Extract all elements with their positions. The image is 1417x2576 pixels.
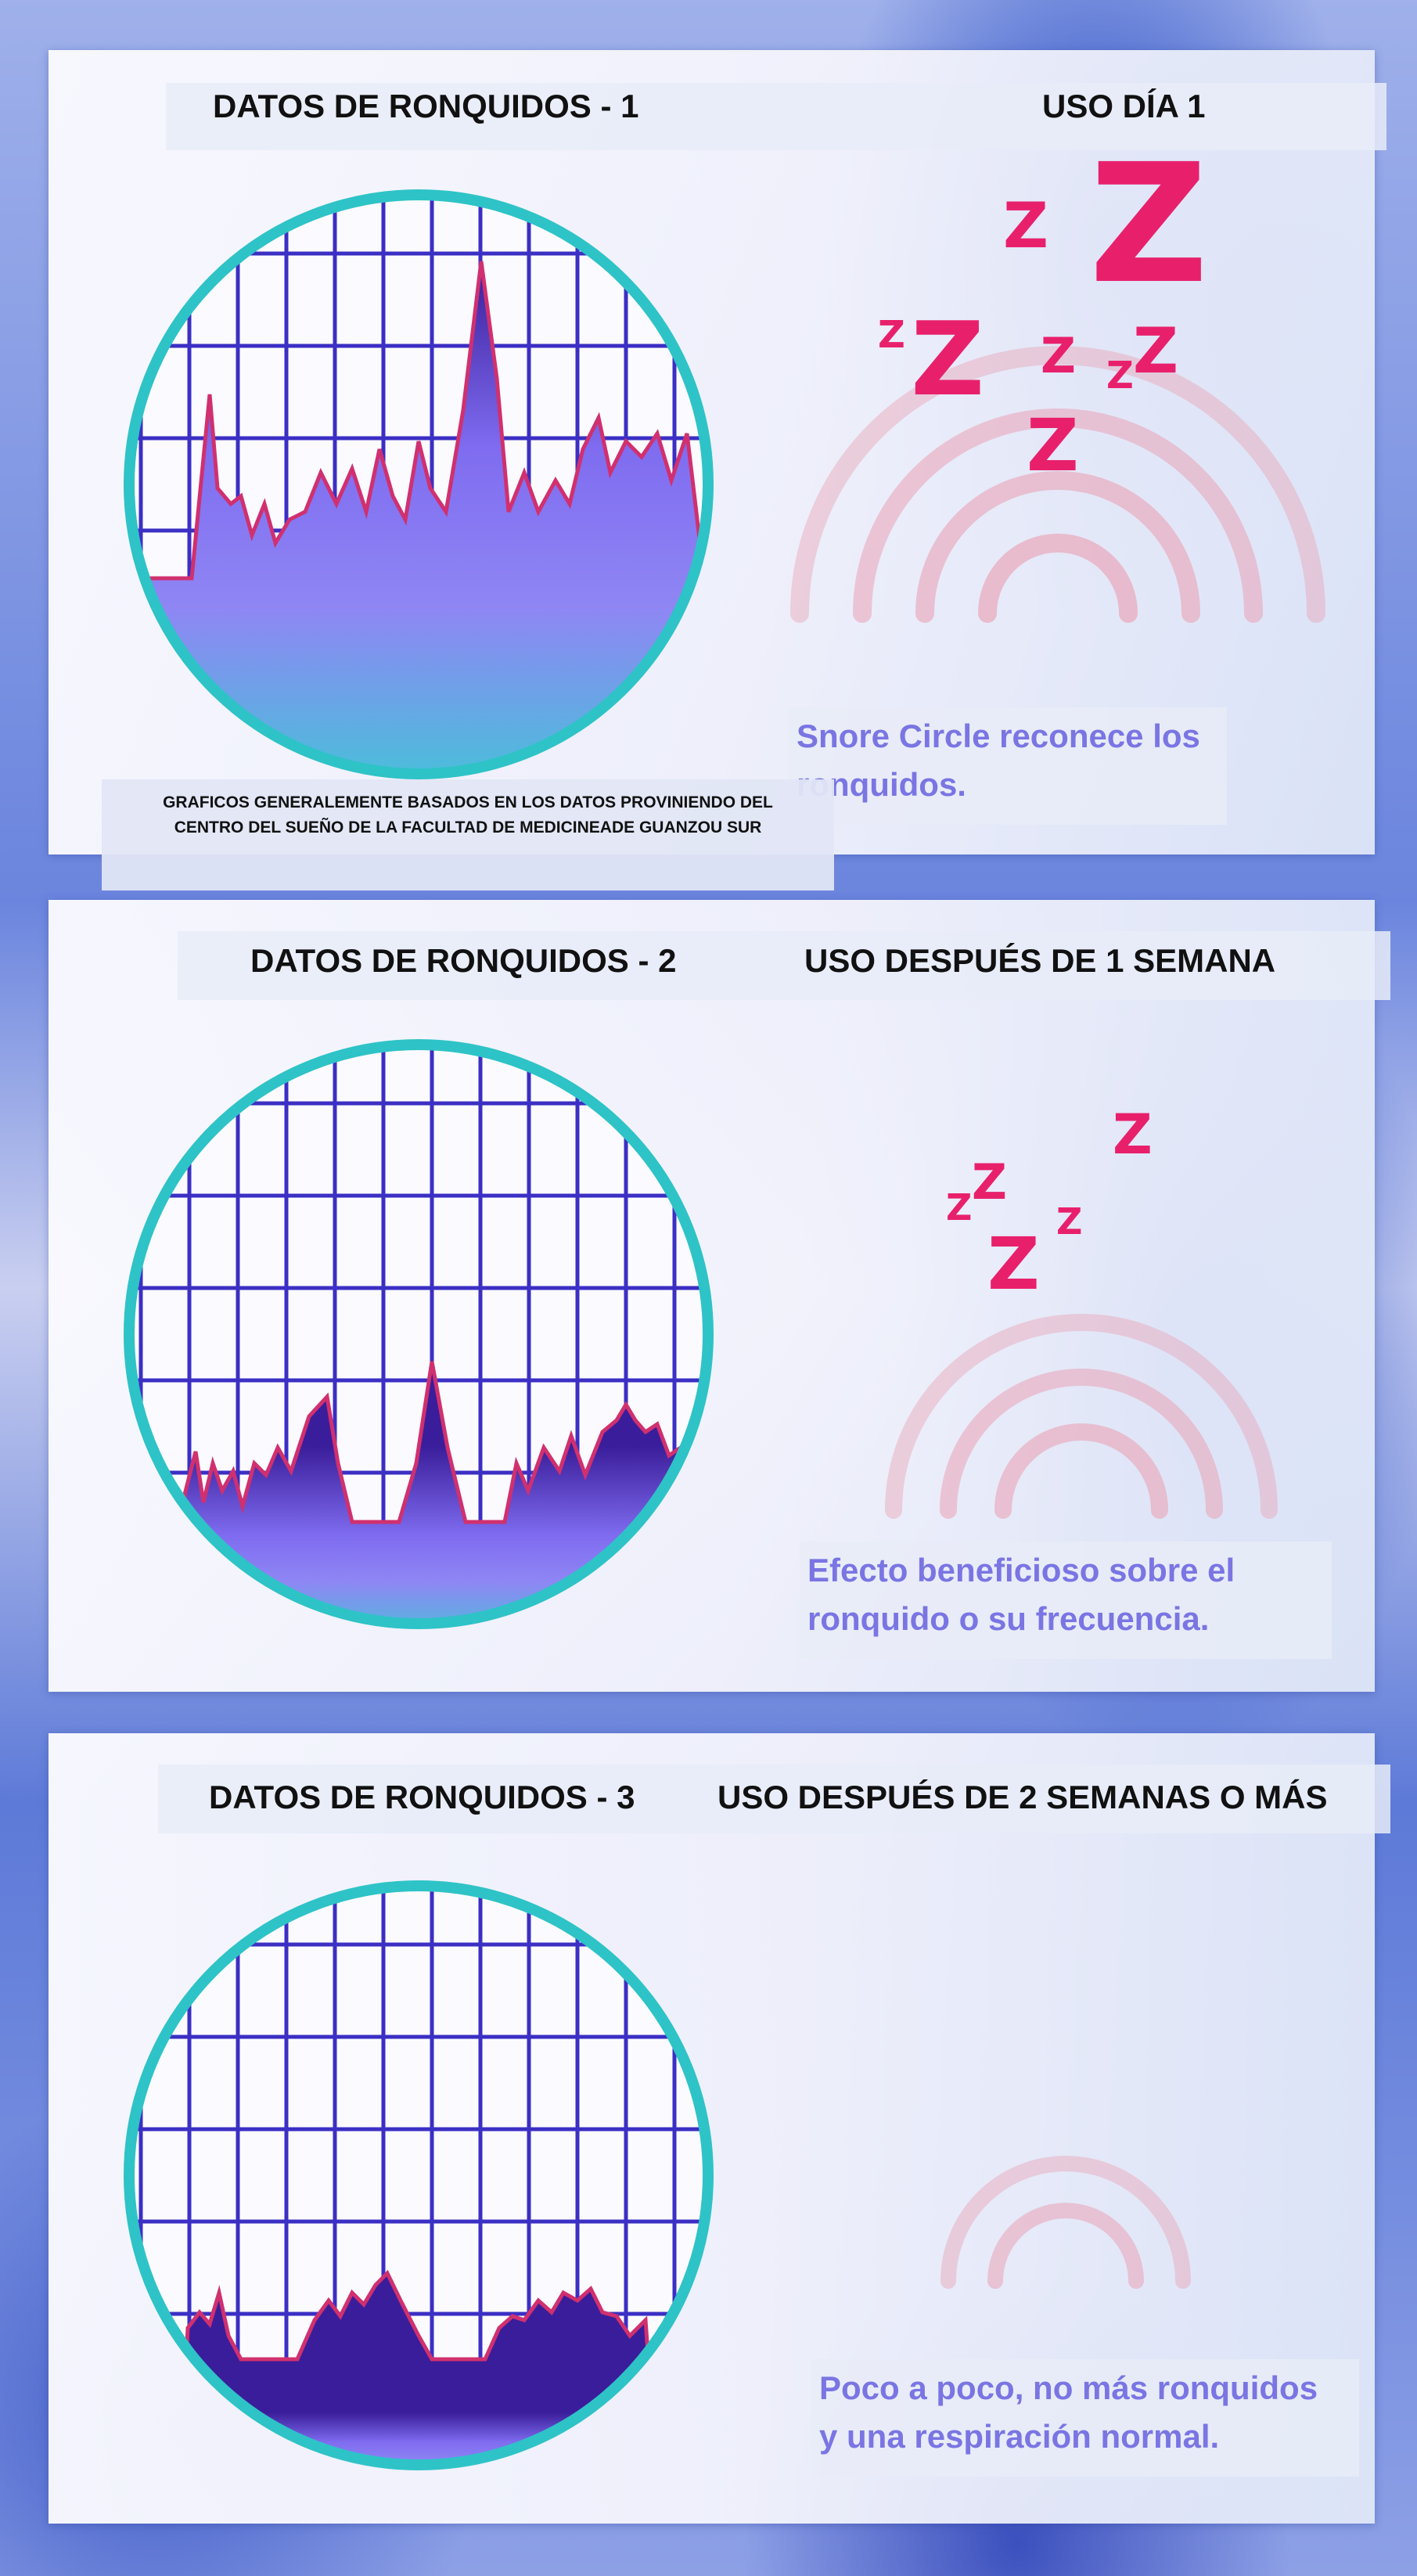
snore-z-icon: Z bbox=[1106, 354, 1134, 398]
snore-z-icon: Z bbox=[1056, 1200, 1083, 1243]
section-title: DATOS DE RONQUIDOS - 3 bbox=[209, 1779, 635, 1815]
snore-chart-3 bbox=[124, 1880, 714, 2470]
source-line: CENTRO DEL SUEÑO DE LA FACULTAD DE MEDIC… bbox=[174, 818, 762, 836]
snore-waveform bbox=[129, 261, 708, 774]
usage-label: USO DÍA 1 bbox=[1042, 88, 1206, 124]
snore-z-icon: Z bbox=[1089, 128, 1209, 320]
caption-line: ronquido o su frecuencia. bbox=[807, 1600, 1210, 1637]
snore-z-icon: Z bbox=[1133, 315, 1179, 387]
sound-wave-icon bbox=[790, 346, 1325, 623]
source-note: GRAFICOS GENERALEMENTE BASADOS EN LOS DA… bbox=[102, 779, 834, 890]
chart-ring bbox=[124, 189, 714, 779]
caption-line: Poco a poco, no más ronquidos bbox=[819, 2369, 1318, 2406]
sound-wave-icon bbox=[940, 2156, 1191, 2289]
snore-chart-2 bbox=[124, 1039, 714, 1629]
section-caption: Efecto beneficioso sobre el ronquido o s… bbox=[800, 1542, 1332, 1659]
usage-label: USO DESPUÉS DE 2 SEMANAS O MÁS bbox=[717, 1779, 1328, 1815]
section-caption: Snore Circle reconece los ronquidos. bbox=[789, 707, 1227, 825]
snore-panel-3: DATOS DE RONQUIDOS - 3 USO DESPUÉS DE 2 … bbox=[49, 1733, 1390, 2524]
source-line: GRAFICOS GENERALEMENTE BASADOS EN LOS DA… bbox=[163, 793, 773, 811]
snore-z-icon: Z bbox=[987, 1222, 1040, 1306]
caption-line: Efecto beneficioso sobre el bbox=[807, 1552, 1235, 1588]
snore-z-icon: Z bbox=[1003, 189, 1049, 262]
snore-panel-1: DATOS DE RONQUIDOS - 1 USO DÍA 1 Z Z Z Z… bbox=[49, 50, 1386, 890]
caption-line: Snore Circle reconece los bbox=[797, 718, 1200, 754]
chart-ring bbox=[124, 1039, 714, 1629]
snore-z-icon: Z bbox=[946, 1186, 973, 1229]
snore-z-icon: Z bbox=[1027, 404, 1079, 487]
snore-z-icon: Z bbox=[911, 300, 985, 419]
section-title: DATOS DE RONQUIDOS - 2 bbox=[250, 942, 677, 979]
section-caption: Poco a poco, no más ronquidos y una resp… bbox=[811, 2359, 1359, 2477]
caption-line: ronquidos. bbox=[797, 766, 966, 803]
sound-wave-icon bbox=[885, 1314, 1278, 1519]
caption-line: y una respiración normal. bbox=[819, 2418, 1220, 2455]
usage-label: USO DESPUÉS DE 1 SEMANA bbox=[804, 942, 1276, 979]
snore-chart-1 bbox=[124, 189, 714, 779]
section-title: DATOS DE RONQUIDOS - 1 bbox=[213, 88, 639, 124]
snore-panel-2: DATOS DE RONQUIDOS - 2 USO DESPUÉS DE 1 … bbox=[49, 900, 1390, 1692]
snore-z-icon: Z bbox=[972, 1153, 1007, 1211]
chart-ring bbox=[124, 1880, 714, 2470]
header-band bbox=[166, 83, 1386, 150]
snore-z-icon: Z bbox=[1041, 327, 1076, 384]
header-band bbox=[178, 931, 1390, 1000]
header-band bbox=[158, 1765, 1390, 1833]
snore-z-icon: Z bbox=[878, 313, 905, 357]
snore-z-icon: Z bbox=[1113, 1103, 1153, 1167]
